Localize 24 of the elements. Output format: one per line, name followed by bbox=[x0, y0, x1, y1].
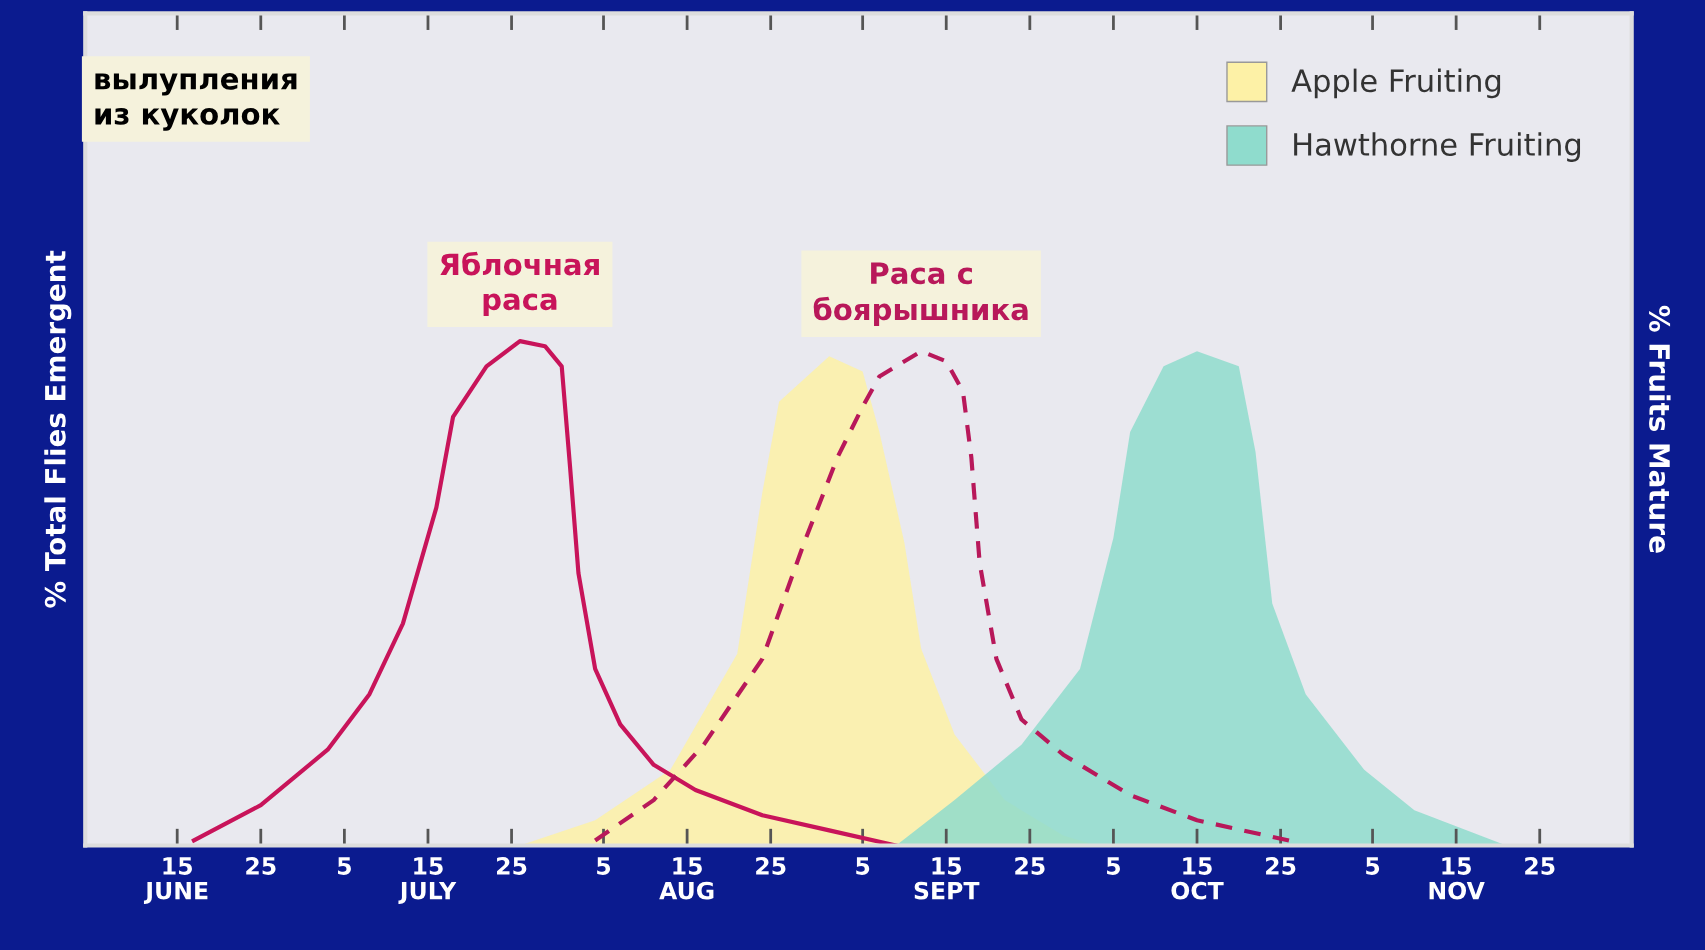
y-axis-title: % Total Flies Emergent bbox=[44, 250, 72, 608]
x-tick-label: 15 JULY bbox=[398, 857, 457, 904]
x-tick-label: 25 bbox=[1525, 857, 1555, 875]
x-tick-label: 15 AUG bbox=[659, 857, 714, 900]
x-tick-label: 5 bbox=[337, 857, 351, 875]
y2-axis-title: % Fruits Mature bbox=[1649, 305, 1671, 553]
x-tick-label: 25 bbox=[1266, 857, 1296, 875]
x-tick-label: 5 bbox=[1107, 857, 1120, 875]
series-label: Раса с боярышника bbox=[813, 262, 1028, 327]
x-tick-label: 5 bbox=[1366, 857, 1380, 875]
series-label: Яблочная раса bbox=[440, 251, 599, 316]
x-tick-label: 15 SEPT bbox=[914, 857, 980, 900]
x-tick-label: 25 bbox=[1015, 857, 1045, 875]
x-tick-label: 25 bbox=[756, 857, 786, 875]
text: вылупления из куколок bbox=[95, 72, 297, 131]
x-tick-label: 15 JUNE bbox=[143, 857, 208, 904]
x-tick-label: 5 bbox=[856, 857, 870, 875]
x-tick-label: 25 bbox=[246, 857, 276, 875]
x-tick-label: 25 bbox=[497, 857, 527, 875]
legend-label: Hawthorne Fruiting bbox=[1294, 132, 1581, 162]
legend-label: Apple Fruiting bbox=[1291, 68, 1501, 99]
x-tick-label: 15 OCT bbox=[1171, 857, 1224, 900]
x-tick-label: 5 bbox=[597, 857, 611, 875]
x-tick-label: 15 NOV bbox=[1429, 857, 1485, 900]
